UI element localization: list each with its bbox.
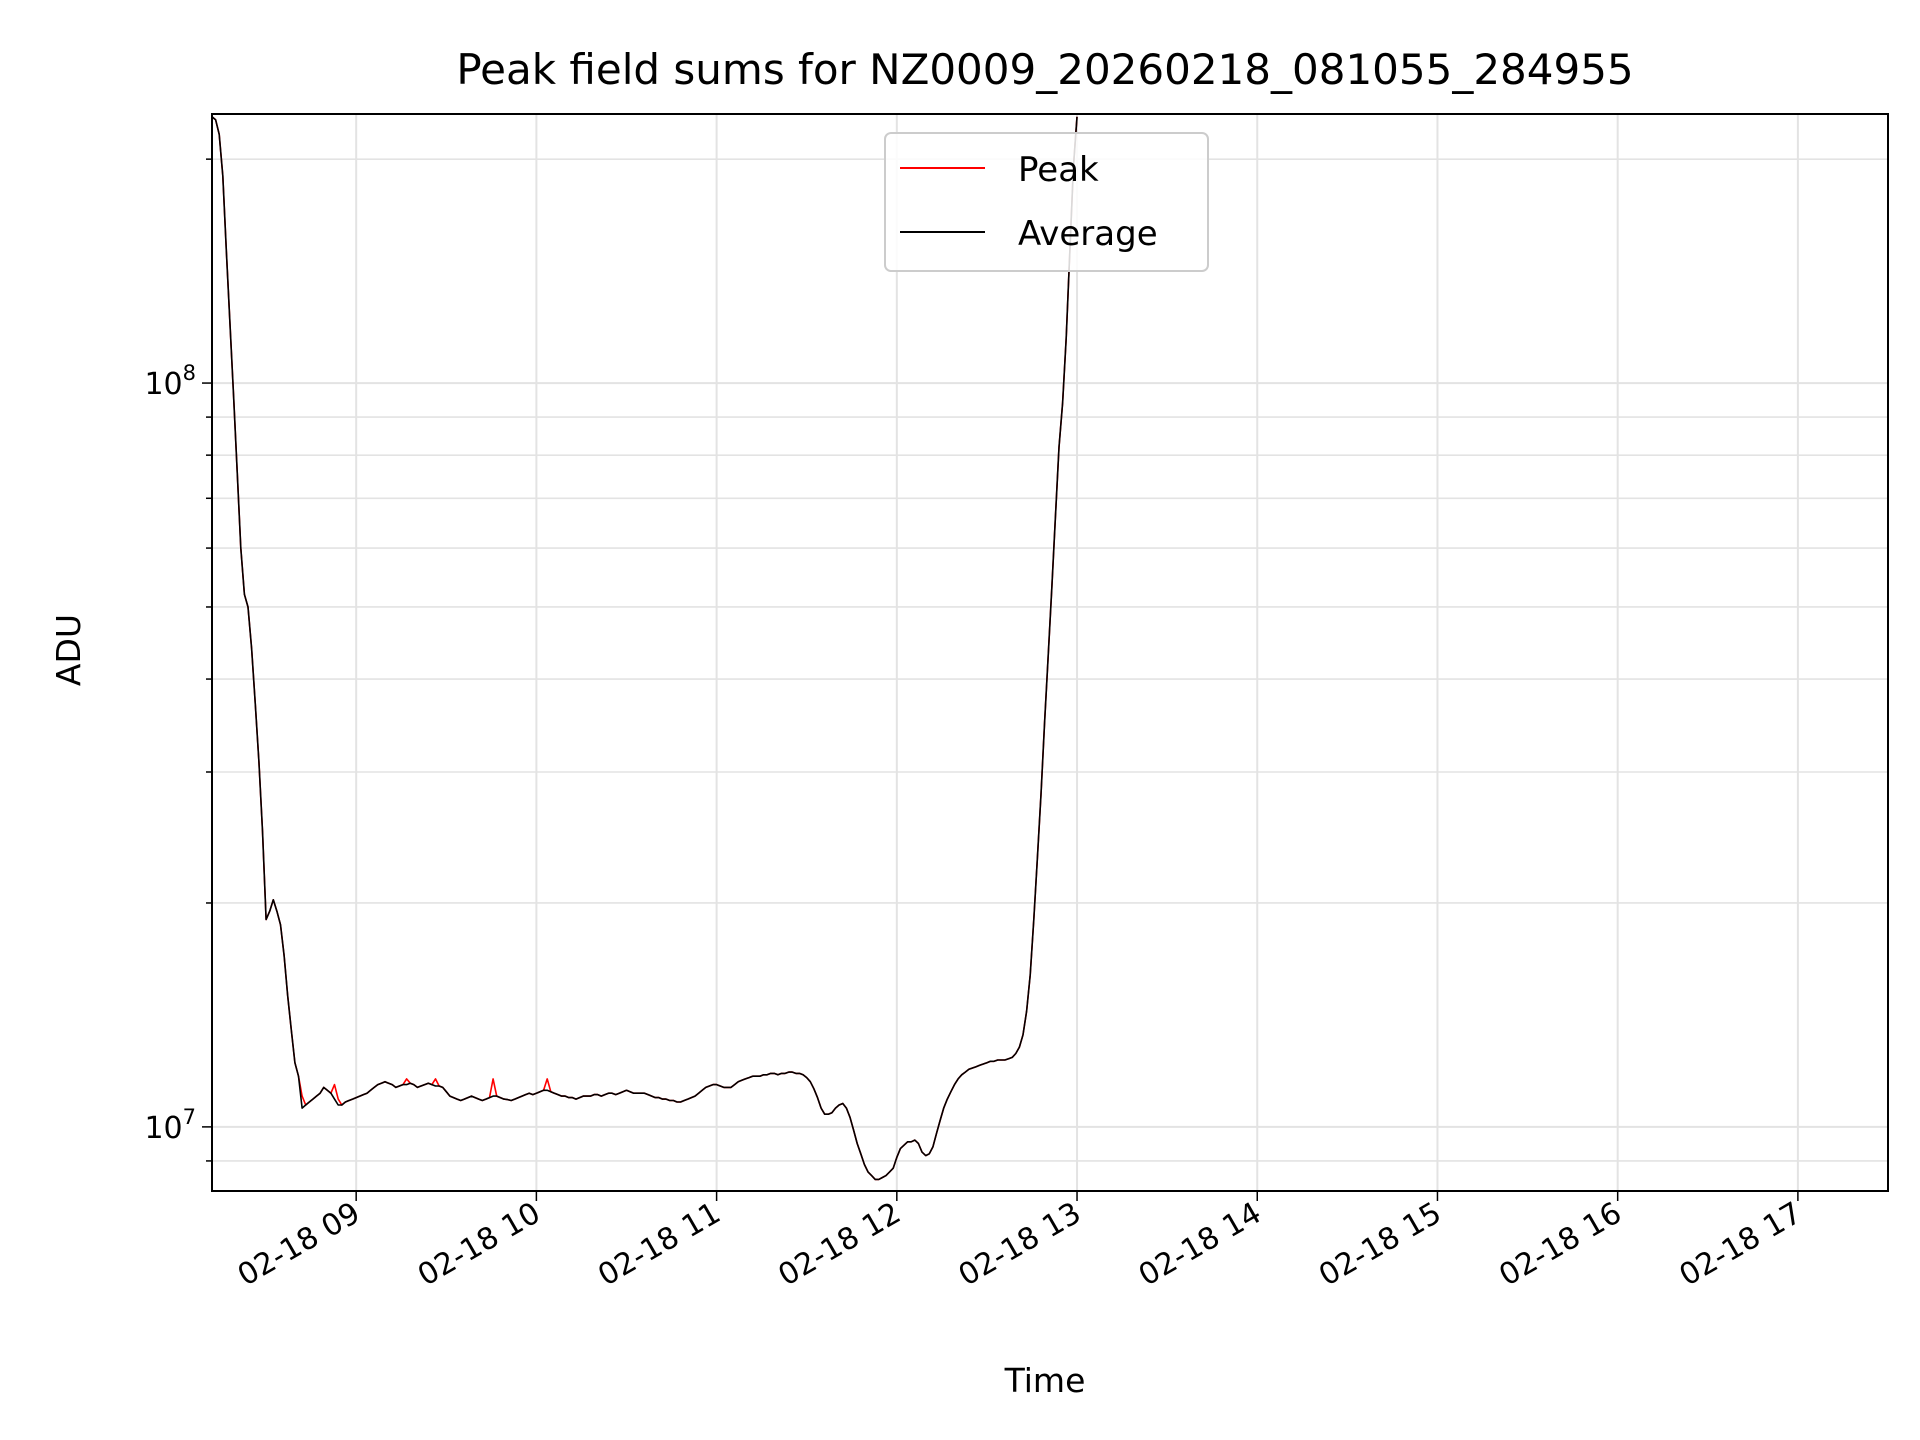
- legend: Peak Average: [884, 132, 1209, 272]
- plot-frame: [211, 113, 1889, 1192]
- legend-average-label: Average: [1018, 214, 1158, 254]
- legend-peak-label: Peak: [1018, 150, 1099, 190]
- y-axis-label: ADU: [49, 614, 88, 686]
- grid-lines: [212, 114, 1888, 1191]
- plot-series: [212, 116, 1078, 1181]
- x-axis-label: Time: [1004, 1361, 1086, 1400]
- series-line-average: [212, 116, 1078, 1181]
- chart-title: Peak field sums for NZ0009_20260218_0810…: [456, 45, 1633, 94]
- y-tick-label: 107: [144, 1105, 196, 1146]
- y-tick-label: 108: [144, 361, 196, 402]
